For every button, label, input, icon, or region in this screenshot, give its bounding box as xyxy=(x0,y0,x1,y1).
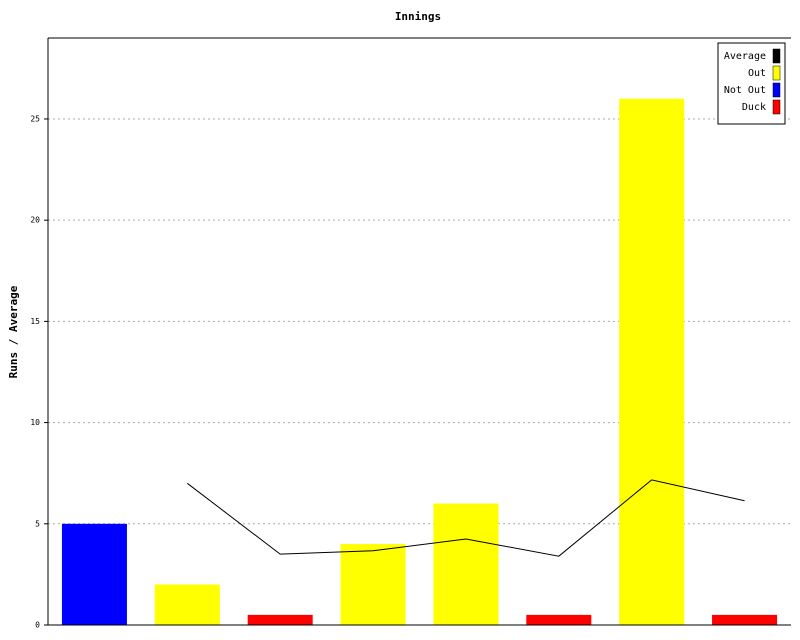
legend-swatch xyxy=(772,48,781,64)
bar xyxy=(247,614,313,625)
bar xyxy=(433,503,499,625)
y-tick-label: 5 xyxy=(35,519,40,528)
y-tick-label: 10 xyxy=(30,418,40,427)
legend-swatch xyxy=(772,65,781,81)
legend-swatch xyxy=(772,99,781,115)
average-line xyxy=(187,479,745,557)
legend-label: Duck xyxy=(742,102,766,113)
bar xyxy=(712,614,778,625)
y-tick-label: 15 xyxy=(30,317,40,326)
legend-label: Out xyxy=(748,68,766,79)
legend-label: Not Out xyxy=(724,85,766,96)
chart-title: Innings xyxy=(395,10,441,23)
bar xyxy=(619,98,685,626)
legend-label: Average xyxy=(724,51,766,62)
bar xyxy=(154,584,220,625)
bar xyxy=(340,544,406,625)
y-tick-label: 20 xyxy=(30,216,40,225)
bar xyxy=(61,523,127,625)
y-tick-label: 25 xyxy=(30,114,40,123)
legend-swatch xyxy=(772,82,781,98)
y-axis-label: Runs / Average xyxy=(7,285,20,378)
bar xyxy=(526,614,592,625)
y-tick-label: 0 xyxy=(35,621,40,630)
